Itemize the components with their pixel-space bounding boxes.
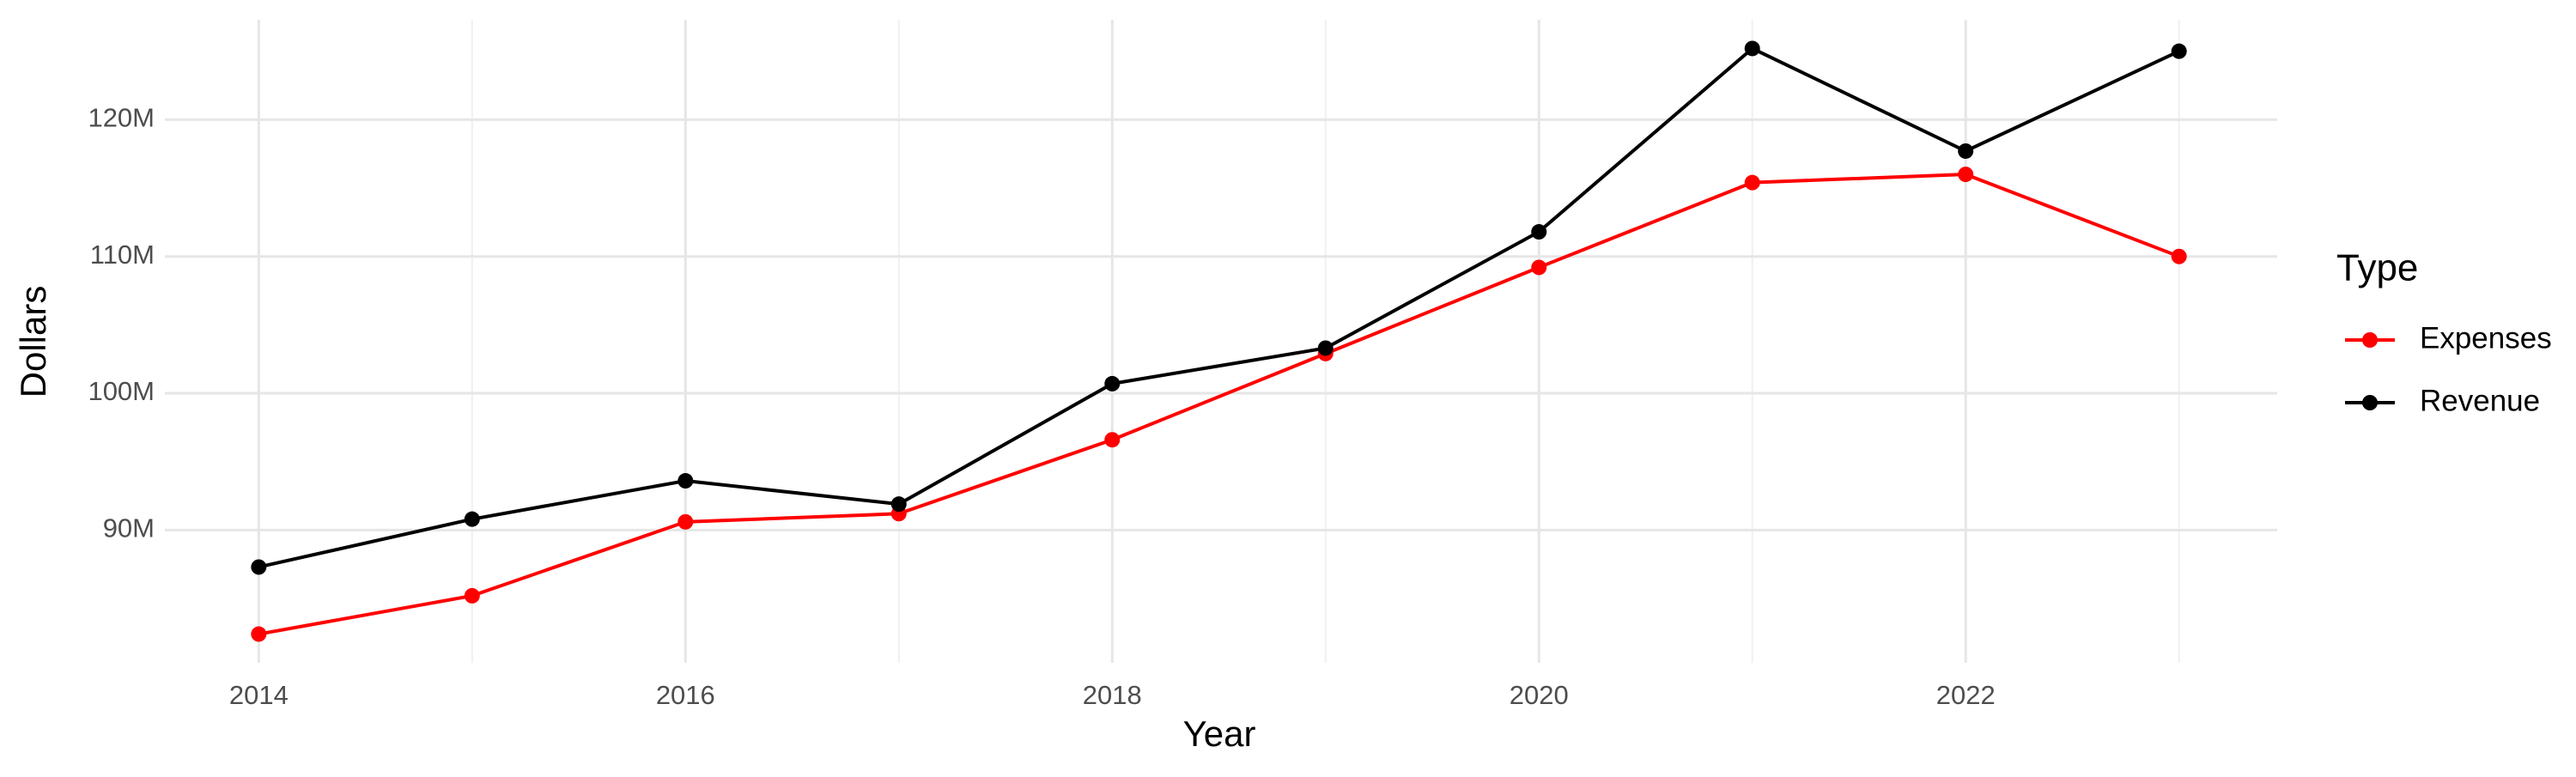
y-tick-label: 90M <box>103 513 155 543</box>
data-point <box>1531 224 1547 240</box>
plot-area <box>251 40 2187 642</box>
series-line <box>258 46 2180 569</box>
data-point <box>464 587 480 604</box>
x-tick-label: 2014 <box>229 680 289 710</box>
y-tick-label: 110M <box>90 240 155 270</box>
x-axis-title: Year <box>1183 713 1256 754</box>
data-point <box>1744 40 1760 57</box>
legend-title: Type <box>2336 247 2418 289</box>
legend-key-point <box>2362 395 2378 410</box>
series-line <box>258 173 2180 636</box>
legend-key-point <box>2362 332 2378 348</box>
data-point <box>251 559 267 575</box>
y-tick-label: 100M <box>88 376 155 406</box>
data-point <box>1958 167 1974 183</box>
data-point <box>464 511 480 527</box>
data-point <box>1744 174 1760 191</box>
data-point <box>1104 375 1121 392</box>
data-point <box>677 513 694 530</box>
data-point <box>890 496 907 513</box>
legend-label: Expenses <box>2420 321 2552 355</box>
data-point <box>1317 340 1334 356</box>
x-tick-label: 2020 <box>1510 680 1569 710</box>
legend: Expenses Revenue <box>2345 321 2552 417</box>
data-point <box>1531 259 1547 276</box>
x-tick-label: 2018 <box>1083 680 1142 710</box>
x-tick-label: 2016 <box>656 680 715 710</box>
data-point <box>677 473 694 489</box>
data-point <box>2171 43 2187 59</box>
x-tick-label: 2022 <box>1936 680 1996 710</box>
y-tick-label: 120M <box>88 103 155 133</box>
legend-label: Revenue <box>2420 384 2540 417</box>
data-point <box>1104 432 1121 448</box>
data-point <box>251 626 267 642</box>
grid <box>165 20 2277 663</box>
data-point <box>2171 248 2187 264</box>
y-axis-title: Dollars <box>13 286 53 398</box>
data-point <box>1958 143 1974 159</box>
